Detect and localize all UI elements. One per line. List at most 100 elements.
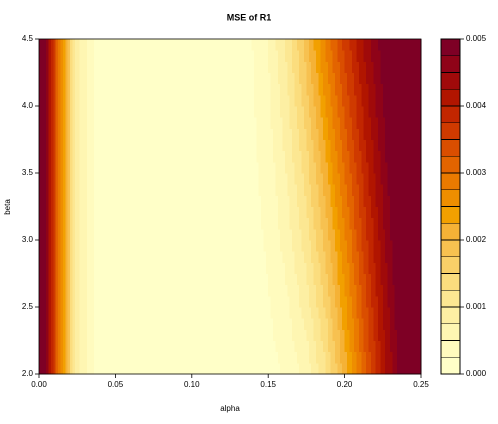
colorbar-band	[440, 273, 461, 291]
contour-cell	[411, 262, 415, 274]
contour-cell	[399, 94, 403, 107]
contour-cell	[313, 329, 317, 341]
contour-cell	[58, 262, 61, 274]
contour-cell	[323, 228, 326, 241]
contour-cell	[249, 72, 252, 85]
contour-cell	[282, 72, 286, 85]
contour-cell	[96, 195, 100, 207]
contour-cell	[330, 295, 334, 308]
contour-cell	[366, 329, 369, 341]
contour-cell	[225, 251, 229, 263]
contour-cell	[72, 351, 76, 364]
contour-cell	[175, 340, 178, 353]
contour-cell	[356, 61, 360, 73]
contour-cell	[136, 161, 140, 174]
contour-cell	[198, 83, 202, 96]
contour-cell	[132, 139, 135, 152]
contour-cell	[268, 251, 272, 263]
contour-cell	[93, 61, 97, 73]
contour-cell	[261, 206, 264, 219]
contour-cell	[363, 273, 367, 286]
contour-cell	[115, 307, 119, 319]
contour-cell	[206, 117, 210, 129]
contour-cell	[363, 94, 367, 107]
contour-cell	[277, 94, 281, 107]
contour-cell	[251, 195, 255, 207]
contour-cell	[263, 307, 267, 319]
contour-cell	[187, 318, 190, 330]
contour-cell	[170, 195, 174, 207]
contour-cell	[337, 128, 341, 140]
contour-cell	[258, 262, 262, 274]
contour-cell	[108, 195, 112, 207]
contour-cell	[301, 161, 305, 174]
contour-cell	[163, 173, 167, 185]
contour-cell	[134, 150, 138, 163]
contour-cell	[165, 340, 169, 353]
contour-cell	[361, 39, 365, 51]
contour-cell	[277, 83, 281, 96]
contour-cell	[134, 273, 138, 286]
contour-cell	[120, 72, 124, 85]
contour-cell	[366, 273, 369, 286]
contour-cell	[108, 94, 112, 107]
contour-cell	[70, 150, 73, 163]
contour-cell	[399, 161, 403, 174]
contour-cell	[292, 284, 295, 297]
contour-cell	[105, 307, 109, 319]
contour-cell	[93, 173, 97, 185]
contour-cell	[170, 83, 174, 96]
contour-cell	[108, 329, 112, 341]
contour-cell	[284, 295, 288, 308]
contour-cell	[70, 50, 73, 62]
contour-cell	[141, 184, 145, 196]
contour-cell	[368, 329, 372, 341]
contour-cell	[139, 206, 143, 219]
contour-cell	[206, 106, 210, 118]
contour-cell	[287, 184, 291, 196]
contour-cell	[382, 217, 386, 230]
contour-cell	[272, 195, 276, 207]
contour-cell	[203, 184, 207, 196]
contour-cell	[346, 228, 350, 241]
contour-cell	[101, 161, 104, 174]
contour-cell	[261, 128, 264, 140]
contour-cell	[179, 173, 183, 185]
contour-cell	[172, 318, 176, 330]
contour-cell	[301, 72, 305, 85]
contour-cell	[187, 94, 190, 107]
contour-cell	[148, 139, 152, 152]
contour-cell	[124, 94, 128, 107]
contour-cell	[241, 240, 245, 252]
contour-cell	[144, 184, 147, 196]
contour-cell	[41, 39, 45, 51]
contour-cell	[153, 173, 157, 185]
contour-cell	[108, 161, 112, 174]
contour-cell	[206, 128, 210, 140]
contour-cell	[313, 318, 317, 330]
contour-cell	[227, 139, 231, 152]
contour-cell	[141, 295, 145, 308]
contour-cell	[344, 228, 348, 241]
contour-cell	[411, 117, 415, 129]
contour-cell	[155, 39, 159, 51]
contour-cell	[342, 128, 346, 140]
contour-cell	[387, 61, 391, 73]
contour-cell	[261, 217, 264, 230]
contour-cell	[299, 284, 303, 297]
contour-cell	[318, 139, 322, 152]
contour-cell	[332, 340, 336, 353]
contour-cell	[196, 39, 200, 51]
contour-cell	[139, 195, 143, 207]
contour-cell	[103, 150, 107, 163]
contour-cell	[294, 173, 298, 185]
contour-cell	[375, 295, 379, 308]
contour-cell	[163, 161, 167, 174]
contour-cell	[163, 94, 167, 107]
contour-cell	[299, 206, 303, 219]
contour-cell	[151, 307, 155, 319]
contour-cell	[308, 362, 312, 375]
contour-cell	[127, 128, 131, 140]
contour-cell	[115, 217, 119, 230]
